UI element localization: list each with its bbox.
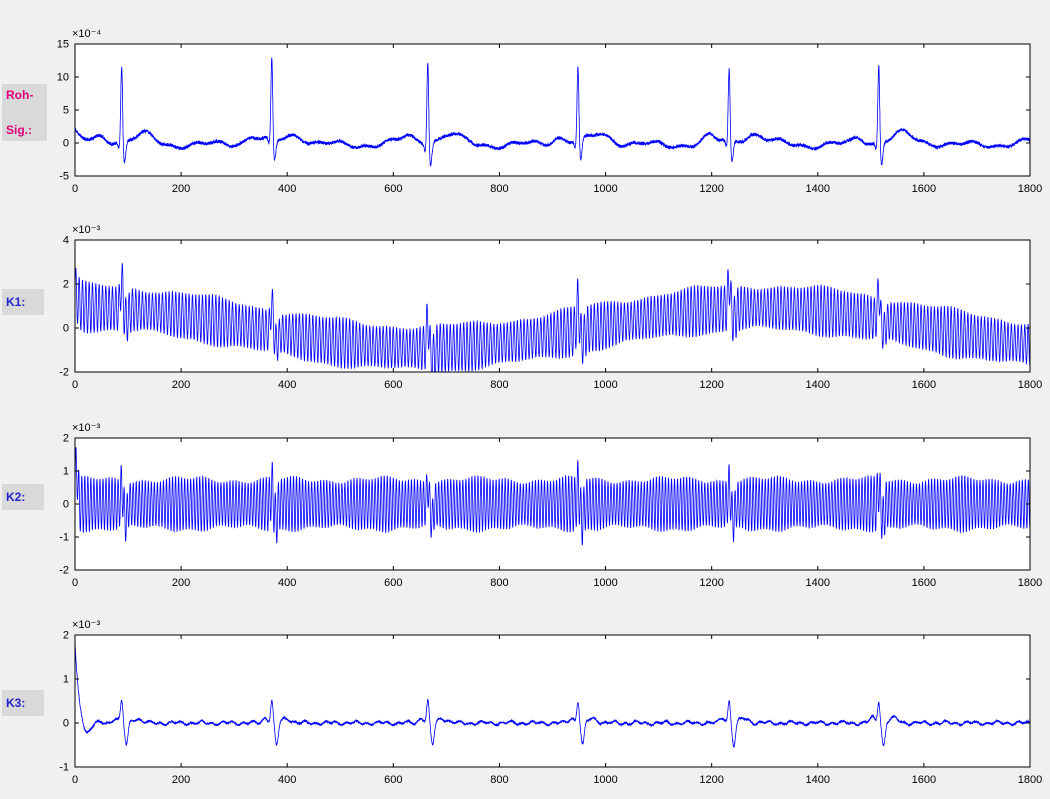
- label-roh-sig: Roh- Sig.:: [2, 84, 47, 141]
- y-tick-label: 0: [63, 323, 69, 335]
- label-k2: K2:: [2, 484, 44, 510]
- x-tick-label: 1800: [1018, 774, 1042, 786]
- x-tick-label: 800: [490, 183, 508, 195]
- x-tick-label: 1600: [912, 183, 936, 195]
- y-tick-label: 1: [63, 466, 69, 478]
- y-tick-label: -2: [59, 367, 69, 379]
- x-tick-label: 200: [172, 183, 190, 195]
- x-tick-label: 1600: [912, 774, 936, 786]
- y-tick-label: 1: [63, 674, 69, 686]
- signal-trace-component-k2: [74, 447, 1031, 546]
- x-tick-label: 0: [72, 577, 78, 589]
- x-tick-label: 1200: [699, 577, 723, 589]
- y-tick-label: 15: [57, 39, 69, 51]
- x-tick-label: 600: [384, 774, 402, 786]
- y-tick-label: -1: [59, 532, 69, 544]
- plot-area: [75, 635, 1030, 767]
- label-roh-line2: Sig.:: [6, 123, 32, 137]
- y-exponent-label: ×10⁻³: [72, 619, 100, 631]
- x-tick-label: 200: [172, 577, 190, 589]
- y-tick-label: -2: [59, 565, 69, 577]
- x-tick-label: 0: [72, 774, 78, 786]
- y-exponent-label: ×10⁻³: [72, 422, 100, 434]
- x-tick-label: 400: [278, 183, 296, 195]
- x-tick-label: 0: [72, 183, 78, 195]
- signal-trace-component-k1: [74, 263, 1031, 373]
- x-tick-label: 1000: [593, 379, 617, 391]
- y-tick-label: 0: [63, 138, 69, 150]
- y-tick-label: -1: [59, 762, 69, 774]
- x-tick-label: 1600: [912, 379, 936, 391]
- x-tick-label: 1800: [1018, 577, 1042, 589]
- y-tick-label: 2: [63, 433, 69, 445]
- x-tick-label: 800: [490, 577, 508, 589]
- x-tick-label: 600: [384, 183, 402, 195]
- y-tick-label: 0: [63, 499, 69, 511]
- x-tick-label: 200: [172, 379, 190, 391]
- x-tick-label: 400: [278, 379, 296, 391]
- y-tick-label: 0: [63, 718, 69, 730]
- x-tick-label: 0: [72, 379, 78, 391]
- x-tick-label: 1200: [699, 774, 723, 786]
- signal-trace-component-k3: [74, 642, 1031, 748]
- x-tick-label: 1200: [699, 379, 723, 391]
- x-tick-label: 600: [384, 379, 402, 391]
- label-k3: K3:: [2, 690, 44, 716]
- label-k1: K1:: [2, 289, 44, 315]
- label-k2-text: K2:: [6, 490, 26, 504]
- x-tick-label: 1800: [1018, 379, 1042, 391]
- y-tick-label: 10: [57, 72, 69, 84]
- x-tick-label: 400: [278, 577, 296, 589]
- y-tick-label: 2: [63, 279, 69, 291]
- y-exponent-label: ×10⁻³: [72, 224, 100, 236]
- x-tick-label: 800: [490, 774, 508, 786]
- axes-box: [74, 634, 1031, 768]
- x-tick-label: 1400: [806, 379, 830, 391]
- x-tick-label: 1400: [806, 577, 830, 589]
- x-tick-label: 1000: [593, 577, 617, 589]
- label-k1-text: K1:: [6, 295, 26, 309]
- plot-area: [75, 44, 1030, 176]
- chart-3-component-k2: -2 -1 0 1 2 0 200 400 600 800 1000 1200 1400 1600 1800…: [59, 422, 1042, 589]
- label-roh-line1: Roh-: [6, 88, 34, 102]
- y-tick-label: 2: [63, 630, 69, 642]
- x-tick-label: 1400: [806, 183, 830, 195]
- x-tick-label: 1200: [699, 183, 723, 195]
- x-tick-label: 600: [384, 577, 402, 589]
- x-tick-label: 200: [172, 774, 190, 786]
- x-tick-label: 400: [278, 774, 296, 786]
- x-tick-label: 1600: [912, 577, 936, 589]
- x-tick-label: 1000: [593, 183, 617, 195]
- x-tick-label: 1000: [593, 774, 617, 786]
- axes-box: [74, 239, 1031, 373]
- signal-trace-raw-ecg-signal: [74, 57, 1031, 167]
- y-exponent-label: ×10⁻⁴: [72, 28, 101, 40]
- y-tick-label: 4: [63, 235, 69, 247]
- y-tick-label: 5: [63, 105, 69, 117]
- label-k3-text: K3:: [6, 696, 26, 710]
- y-tick-label: -5: [59, 171, 69, 183]
- x-tick-label: 1400: [806, 774, 830, 786]
- x-tick-label: 1800: [1018, 183, 1042, 195]
- x-tick-label: 800: [490, 379, 508, 391]
